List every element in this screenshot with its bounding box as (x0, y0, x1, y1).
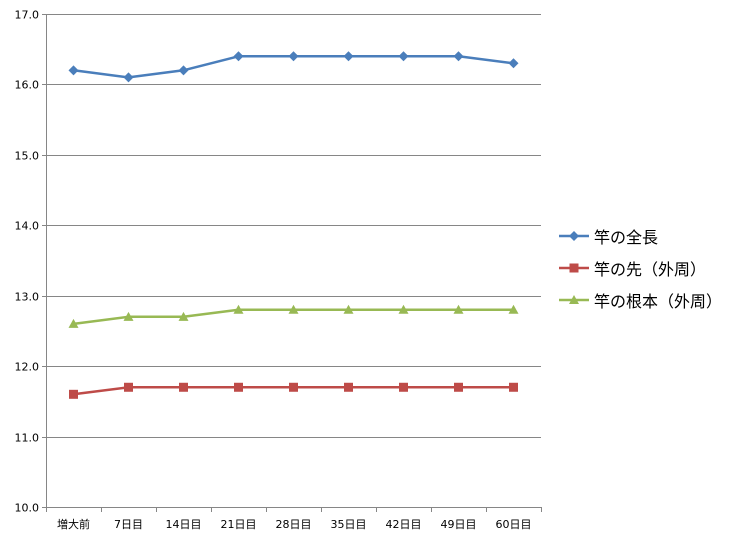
x-tick-label: 60日目 (496, 518, 532, 531)
data-point-diamond (453, 51, 464, 62)
data-point-diamond (123, 72, 134, 83)
data-point-square (234, 382, 243, 392)
x-tick-label: 35日目 (331, 518, 367, 531)
legend-marker-square (559, 263, 589, 273)
data-point-square (454, 382, 463, 392)
legend-label: 竿の根本（外周） (594, 292, 723, 311)
gridlines (42, 14, 542, 512)
legend-item-1: 竿の先（外周） (558, 252, 722, 284)
x-tick-label: 7日目 (114, 518, 143, 531)
data-point-triangle (343, 304, 354, 314)
legend-marker-triangle (559, 295, 589, 304)
data-point-triangle (68, 318, 79, 328)
data-point-square (399, 382, 408, 392)
data-point-triangle (508, 304, 519, 314)
y-tick-label: 10.0 (15, 502, 40, 515)
y-tick-label: 16.0 (15, 79, 40, 92)
x-axis-ticks: 増大前 7日目 14日目 21日目 28日目 35日目 42日目 49日目 60日目 (57, 517, 532, 531)
data-point-square (509, 382, 518, 392)
series-group (68, 51, 519, 399)
legend: 竿の全長 竿の先（外周） 竿の根本（外周） (558, 220, 722, 316)
data-point-triangle (233, 304, 244, 314)
data-point-square (69, 389, 78, 399)
legend-marker-diamond (559, 231, 589, 241)
data-point-square (344, 382, 353, 392)
data-point-square (289, 382, 298, 392)
x-tick-label: 49日目 (441, 518, 477, 531)
y-tick-label: 17.0 (15, 9, 40, 22)
y-tick-label: 11.0 (15, 432, 40, 445)
legend-item-0: 竿の全長 (558, 220, 722, 252)
data-point-triangle (123, 311, 134, 321)
y-tick-label: 15.0 (15, 150, 40, 163)
series-1 (69, 382, 518, 399)
y-tick-label: 12.0 (15, 361, 40, 374)
series-2 (68, 304, 519, 328)
legend-item-2: 竿の根本（外周） (558, 284, 722, 316)
data-point-diamond (178, 65, 189, 76)
x-tick-label: 42日目 (386, 518, 422, 531)
data-point-triangle (398, 304, 409, 314)
data-point-triangle (178, 311, 189, 321)
data-point-diamond (343, 51, 354, 62)
y-axis-ticks: 10.0 11.0 12.0 13.0 14.0 15.0 16.0 17.0 (15, 9, 40, 515)
data-point-diamond (288, 51, 299, 62)
data-point-diamond (508, 58, 519, 69)
data-point-square (179, 382, 188, 392)
y-tick-label: 13.0 (15, 291, 40, 304)
y-tick-label: 14.0 (15, 220, 40, 233)
data-point-diamond (398, 51, 409, 62)
data-point-triangle (288, 304, 299, 314)
x-tick-label: 21日目 (221, 518, 257, 531)
series-0 (68, 51, 519, 83)
legend-label: 竿の全長 (594, 228, 659, 247)
data-point-triangle (453, 304, 464, 314)
legend-label: 竿の先（外周） (594, 260, 707, 279)
data-point-diamond (68, 65, 79, 76)
x-tick-label: 28日目 (276, 518, 312, 531)
x-tick-label: 14日目 (166, 518, 202, 531)
data-point-diamond (233, 51, 244, 62)
data-point-square (124, 382, 133, 392)
x-tick-label: 増大前 (57, 517, 90, 531)
